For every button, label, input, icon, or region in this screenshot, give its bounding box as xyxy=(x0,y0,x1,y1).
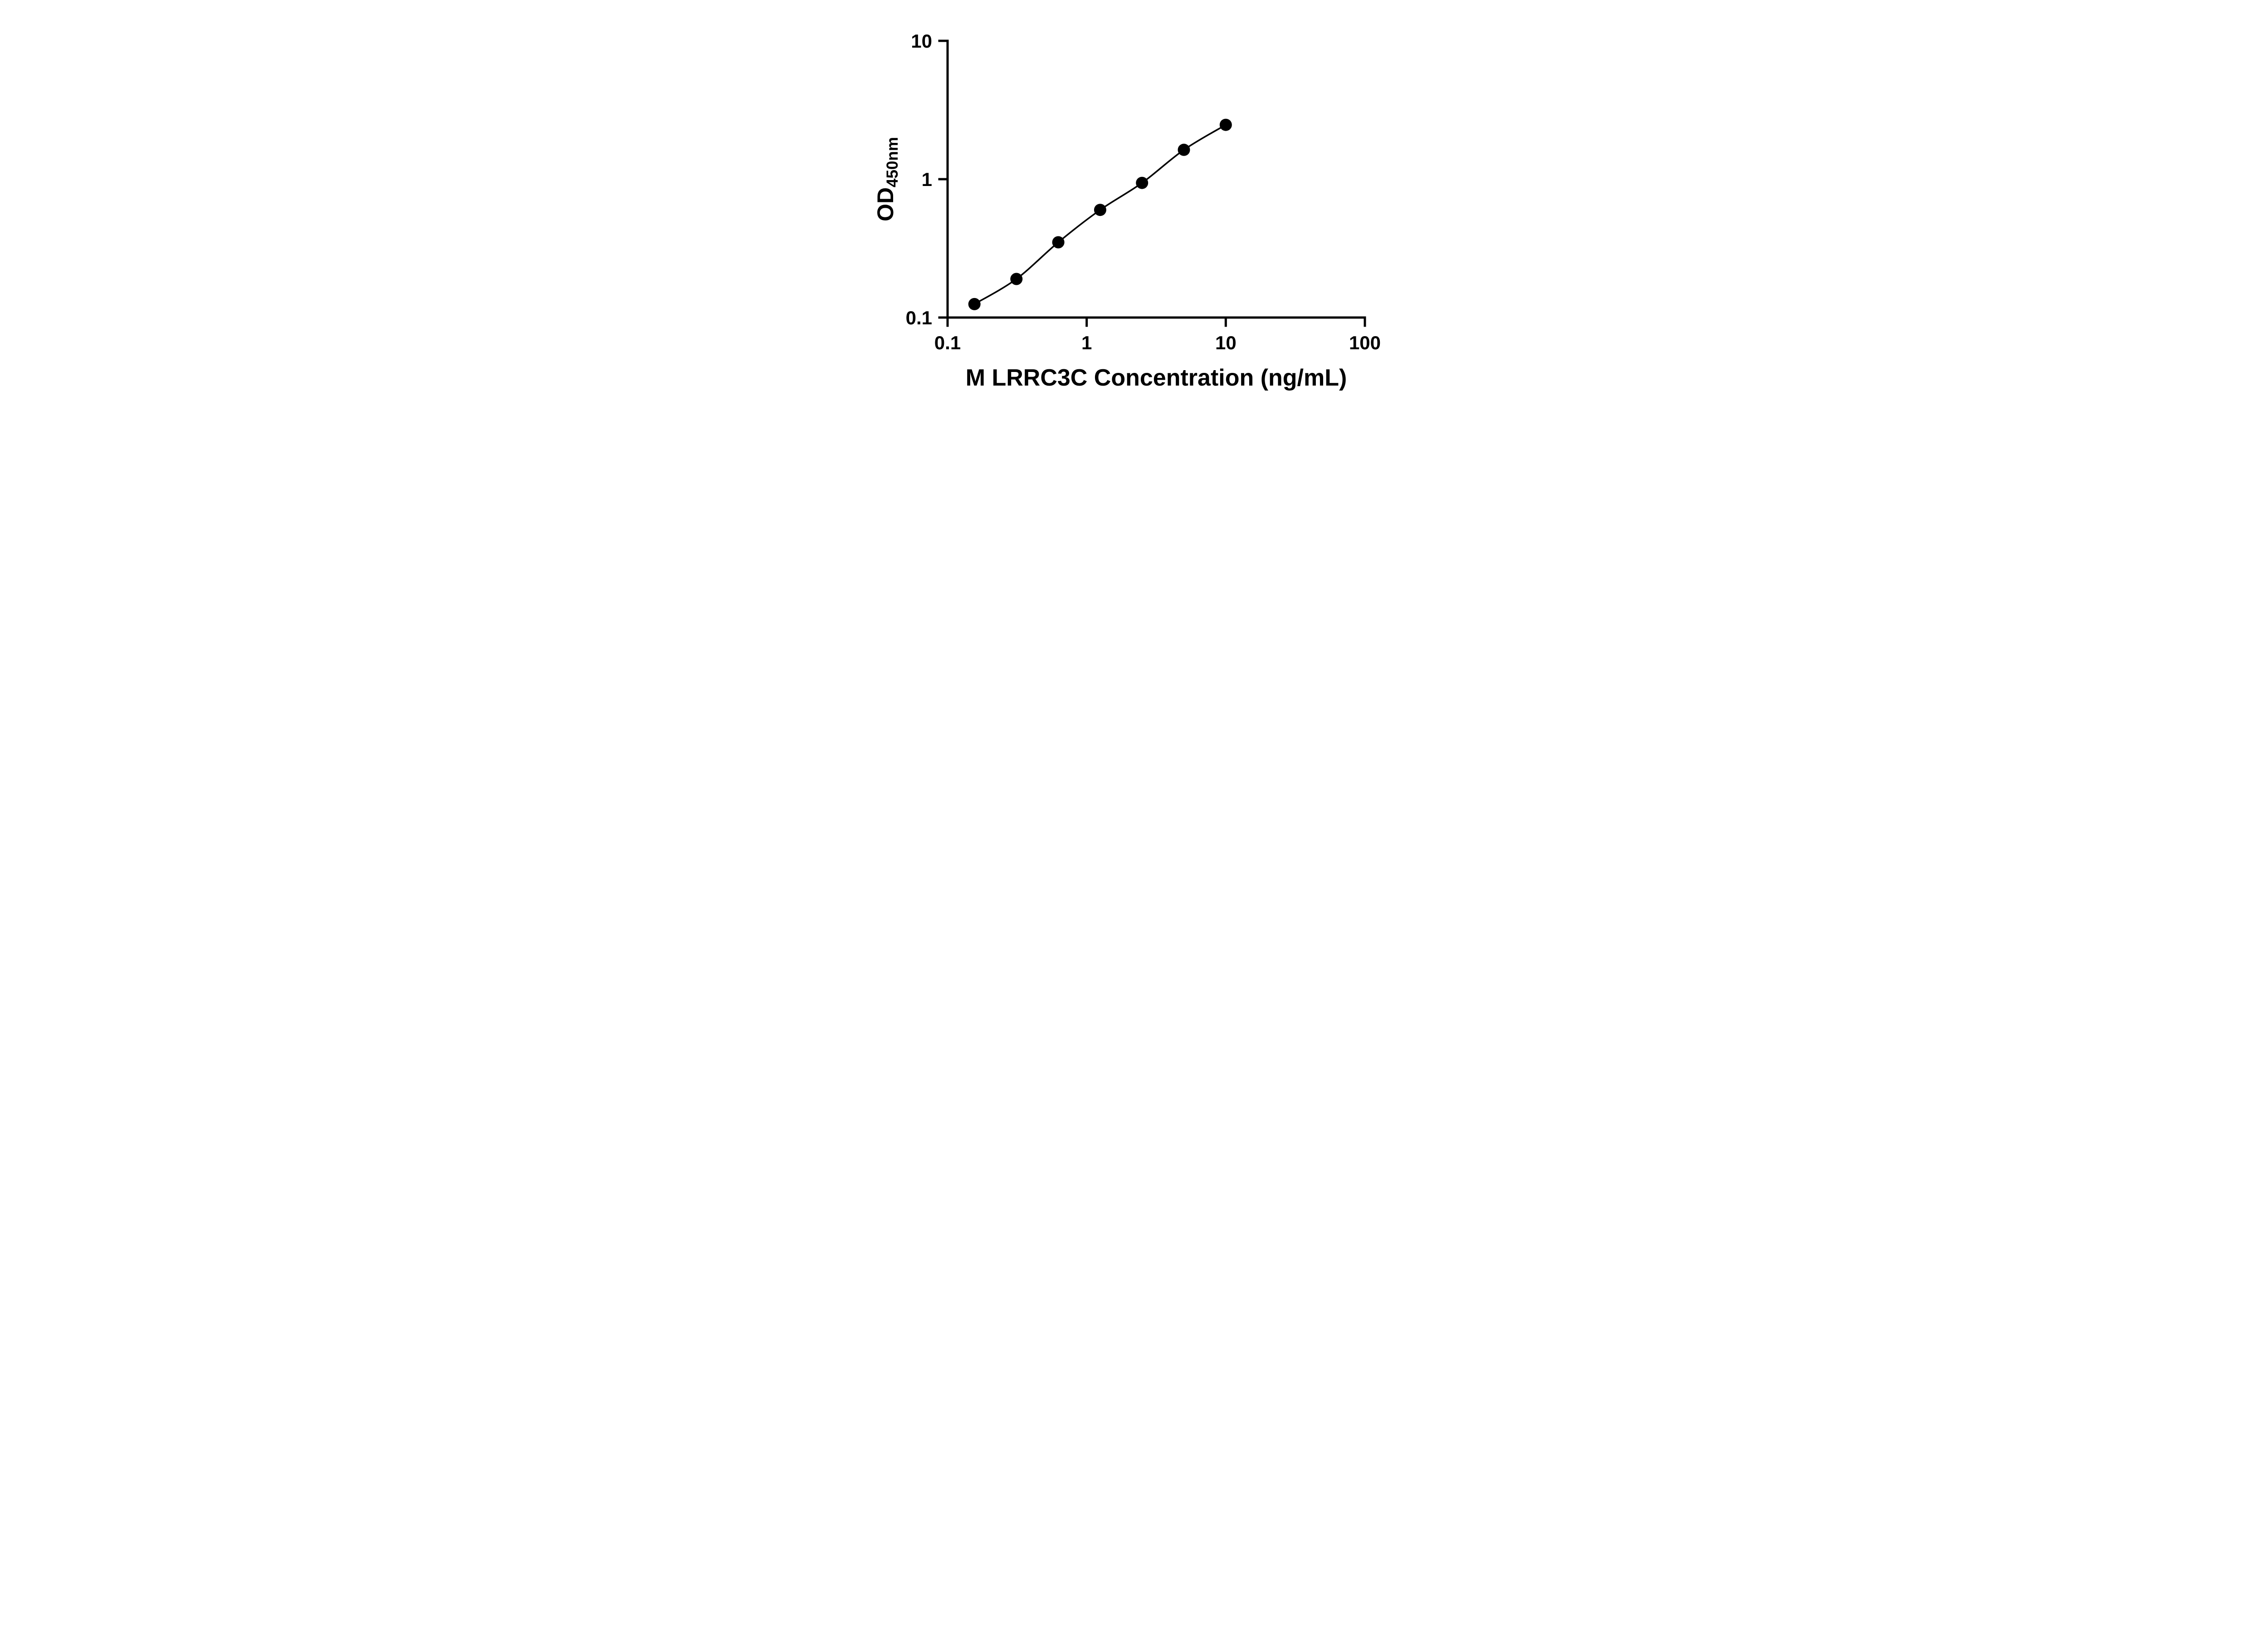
data-point-marker xyxy=(1010,273,1023,285)
x-tick-label: 10 xyxy=(1215,332,1237,353)
data-point-marker xyxy=(1178,143,1190,156)
data-points xyxy=(968,118,1232,310)
y-tick-label: 0.1 xyxy=(906,307,932,328)
elisa-standard-curve-chart: 0.1 1 10 100 0.1 1 10 M LRRC3C Concentration (… xyxy=(873,30,1381,391)
x-tick-label: 1 xyxy=(1081,332,1092,353)
data-point-marker xyxy=(968,298,981,310)
y-tick-label: 1 xyxy=(922,169,932,190)
axes xyxy=(946,39,1366,319)
y-axis-label-main: OD xyxy=(873,187,898,221)
data-point-marker xyxy=(1052,236,1065,249)
y-tick-label: 10 xyxy=(911,30,932,52)
data-point-marker xyxy=(1136,176,1149,189)
data-point-marker xyxy=(1219,118,1232,131)
chart-page: 0.1 1 10 100 0.1 1 10 M LRRC3C Concentration (… xyxy=(848,0,1420,408)
axis-ticks xyxy=(938,39,1366,327)
x-axis-label: M LRRC3C Concentration (ng/mL) xyxy=(966,365,1347,391)
axis-tick-labels: 0.1 1 10 100 0.1 1 10 xyxy=(906,30,1381,353)
data-point-marker xyxy=(1094,204,1106,216)
x-tick-label: 100 xyxy=(1349,332,1381,353)
y-axis-label: OD450nm xyxy=(873,137,901,221)
y-axis-label-subscript: 450nm xyxy=(884,137,901,187)
axis-spines xyxy=(946,39,1366,319)
x-tick-label: 0.1 xyxy=(934,332,961,353)
